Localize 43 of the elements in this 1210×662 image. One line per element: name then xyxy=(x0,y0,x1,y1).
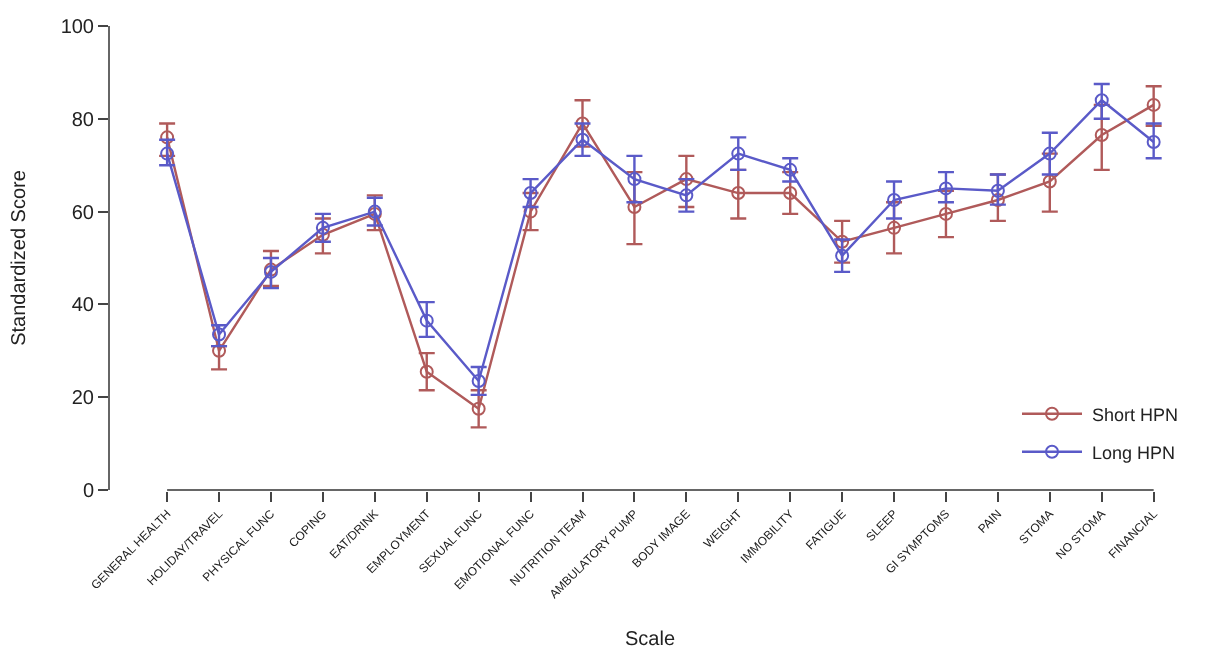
point xyxy=(315,220,330,235)
point xyxy=(1042,174,1057,189)
point xyxy=(887,193,902,207)
point xyxy=(315,227,330,242)
point xyxy=(1094,128,1109,143)
point xyxy=(419,313,434,328)
point xyxy=(419,364,434,379)
y-tick-label: 20 xyxy=(71,388,95,411)
point xyxy=(990,193,1005,207)
point xyxy=(679,172,694,187)
x-axis-title: Scale xyxy=(624,628,676,651)
legend-label: Short HPN xyxy=(1092,404,1179,425)
point xyxy=(990,183,1005,198)
point xyxy=(575,132,590,147)
point xyxy=(731,186,746,201)
point xyxy=(523,204,538,219)
point xyxy=(938,181,953,196)
point xyxy=(835,234,850,249)
point xyxy=(627,172,642,187)
y-tick-label: 60 xyxy=(71,202,95,225)
legend-label: Long HPN xyxy=(1092,442,1176,463)
point xyxy=(212,343,227,358)
point xyxy=(835,248,850,263)
point xyxy=(731,146,746,161)
y-tick-label: 80 xyxy=(71,109,95,132)
point xyxy=(938,206,953,221)
y-tick-label: 0 xyxy=(82,481,95,503)
y-tick-label: 100 xyxy=(60,17,95,39)
point xyxy=(1094,93,1109,108)
point xyxy=(1146,135,1161,149)
point xyxy=(887,220,902,235)
point xyxy=(523,186,538,201)
y-tick-label: 40 xyxy=(71,295,95,318)
y-axis-title: Standardized Score xyxy=(8,169,31,346)
point xyxy=(1146,97,1161,112)
point xyxy=(1042,146,1057,161)
point xyxy=(679,188,694,203)
point xyxy=(471,401,486,416)
point xyxy=(575,116,590,131)
point xyxy=(471,373,486,388)
point xyxy=(160,130,175,145)
point xyxy=(783,186,798,201)
point xyxy=(627,199,642,214)
